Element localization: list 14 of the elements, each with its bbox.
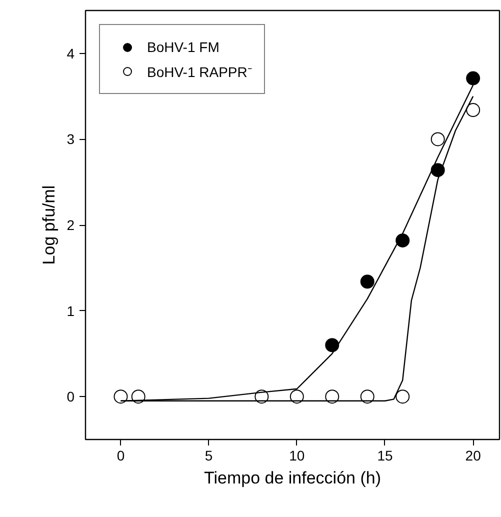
legend-label: BoHV-1 FM xyxy=(147,39,220,55)
x-tick-label: 20 xyxy=(465,448,482,464)
x-tick-label: 5 xyxy=(204,448,213,464)
x-tick-label: 15 xyxy=(377,448,393,464)
x-axis-title: Tiempo de infección (h) xyxy=(204,468,382,488)
legend-label: BoHV-1 RAPPR⁻ xyxy=(147,62,252,80)
y-tick-label: 0 xyxy=(66,388,75,405)
y-tick-label: 4 xyxy=(66,45,75,62)
y-tick-label: 2 xyxy=(66,217,75,233)
y-axis-title: Log pfu/ml xyxy=(40,185,59,265)
x-tick-label: 10 xyxy=(289,448,305,464)
y-tick-label: 1 xyxy=(66,302,75,319)
y-tick-label: 3 xyxy=(66,131,75,148)
x-tick-label: 0 xyxy=(116,448,125,464)
